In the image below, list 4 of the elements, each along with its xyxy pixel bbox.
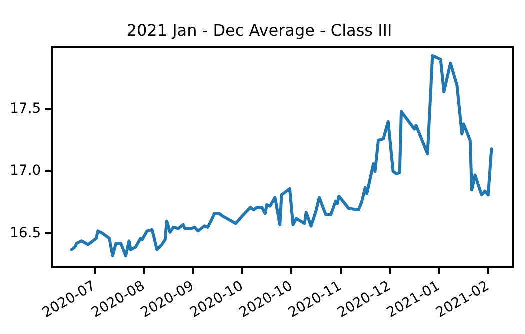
y-tick-label: 17.5	[10, 100, 42, 117]
chart-title: 2021 Jan - Dec Average - Class III	[126, 20, 392, 40]
y-tick-label: 16.5	[10, 225, 42, 242]
y-tick-label: 17.0	[10, 163, 42, 180]
